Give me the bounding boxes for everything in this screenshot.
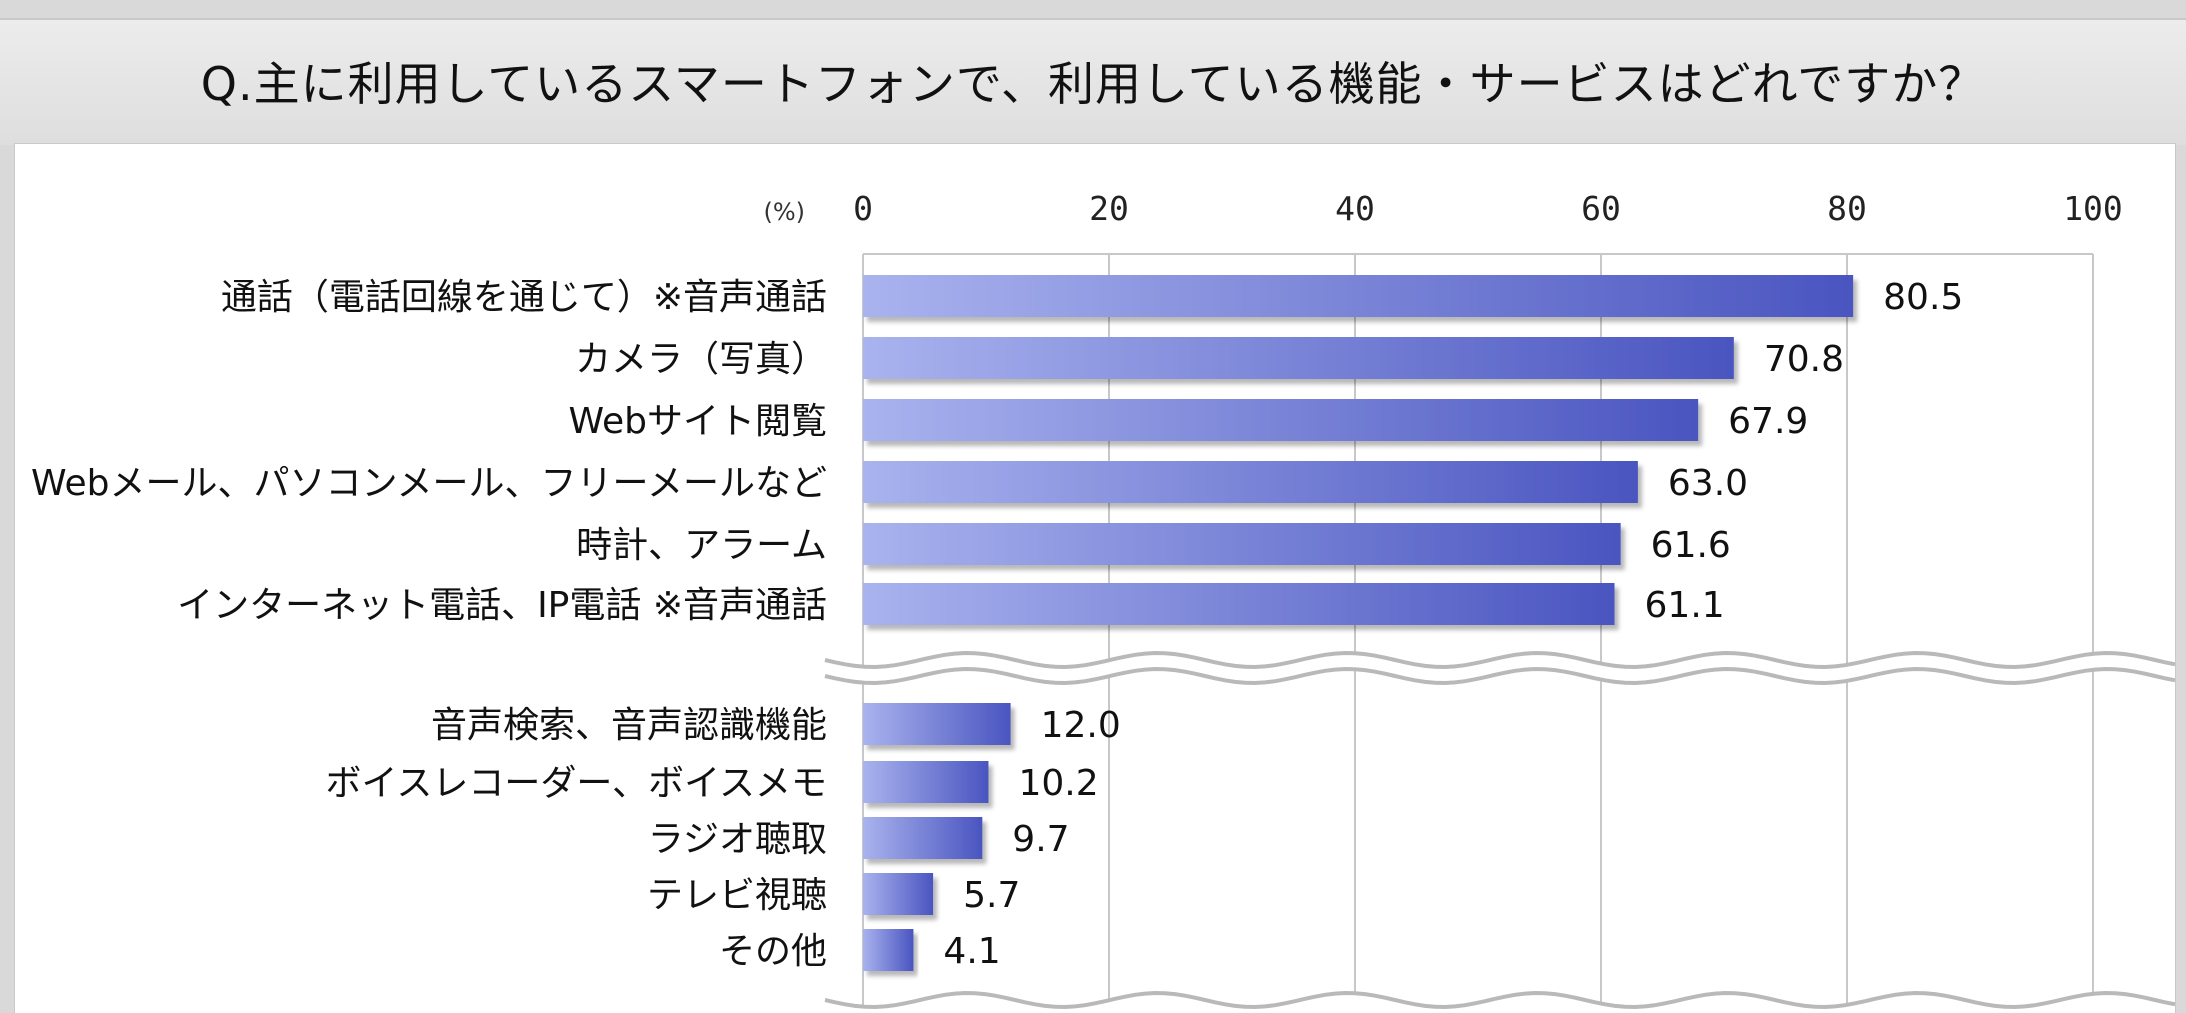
- category-label: ボイスレコーダー、ボイスメモ: [326, 763, 827, 804]
- data-label: 80.5: [1883, 277, 1963, 318]
- data-label: 5.7: [963, 875, 1020, 916]
- break-band: [825, 653, 2175, 683]
- break-line-top: [824, 650, 2175, 670]
- x-axis: 0 20 40 60 80 100 (%): [763, 189, 2122, 228]
- labels: 80.5 通話（電話回線を通じて）※音声通話 70.8 カメラ（写真） 67.9 Webサ…: [31, 277, 1963, 972]
- category-label: Webメール、パソコンメール、フリーメールなど: [31, 463, 827, 504]
- category-label: 通話（電話回線を通じて）※音声通話: [221, 277, 827, 318]
- category-label: その他: [719, 931, 827, 972]
- bar-chart: 0 20 40 60 80 100 (%) 80.5 通話（電話回線を通じて）※音声通話 70.…: [31, 189, 2175, 1013]
- category-label: カメラ（写真）: [575, 339, 827, 380]
- bar: [863, 873, 934, 915]
- x-tick-label: 20: [1089, 189, 1129, 228]
- break-line-bottom: [824, 666, 2175, 686]
- x-tick-label: 100: [2063, 189, 2123, 228]
- data-label: 63.0: [1668, 463, 1748, 504]
- data-label: 10.2: [1018, 763, 1098, 804]
- bottom-break-line: [824, 990, 2175, 1010]
- data-label: 12.0: [1041, 705, 1121, 746]
- bar: [863, 337, 1734, 379]
- x-tick-label: 40: [1335, 189, 1375, 228]
- title-bar: [0, 18, 2186, 145]
- bar: [863, 399, 1699, 441]
- bar: [863, 817, 983, 859]
- bar: [863, 275, 1854, 317]
- bottom-break-band: [825, 994, 2175, 1013]
- unit-label: (%): [763, 198, 805, 226]
- bar: [863, 703, 1011, 745]
- bar: [863, 583, 1615, 625]
- data-label: 61.1: [1645, 585, 1725, 626]
- x-tick-label: 80: [1827, 189, 1867, 228]
- bars: [863, 275, 1854, 971]
- bar: [863, 761, 989, 803]
- data-label: 4.1: [943, 931, 1000, 972]
- category-label: インターネット電話、IP電話 ※音声通話: [177, 585, 827, 626]
- category-label: Webサイト閲覧: [569, 401, 828, 442]
- data-label: 9.7: [1012, 819, 1069, 860]
- data-label: 67.9: [1728, 401, 1808, 442]
- category-label: ラジオ聴取: [648, 819, 827, 860]
- category-label: 時計、アラーム: [576, 525, 827, 566]
- bar: [863, 523, 1621, 565]
- plot-panel: 0 20 40 60 80 100 (%) 80.5 通話（電話回線を通じて）※音声通話 70.…: [14, 143, 2176, 1013]
- x-tick-label: 60: [1581, 189, 1621, 228]
- chart-title: Q.主に利用しているスマートフォンで、利用している機能・サービスはどれですか？: [200, 57, 1986, 111]
- x-tick-label: 0: [853, 189, 873, 228]
- data-label: 70.8: [1764, 339, 1844, 380]
- axis-break: [824, 650, 2175, 1013]
- category-label: テレビ視聴: [647, 875, 827, 916]
- category-label: 音声検索、音声認識機能: [431, 705, 827, 746]
- data-label: 61.6: [1651, 525, 1731, 566]
- bar: [863, 929, 914, 971]
- bar: [863, 461, 1638, 503]
